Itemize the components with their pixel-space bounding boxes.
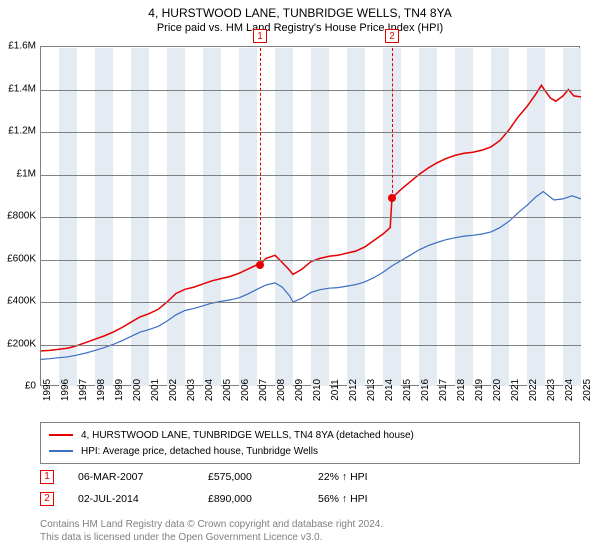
sales-row-date: 02-JUL-2014 <box>78 493 208 505</box>
x-axis-label: 2001 <box>148 379 161 401</box>
x-axis-label: 2023 <box>544 379 557 401</box>
x-axis-label: 2006 <box>238 379 251 401</box>
legend-swatch <box>49 450 73 452</box>
footer-line-2: This data is licensed under the Open Gov… <box>40 531 383 544</box>
footer-line-1: Contains HM Land Registry data © Crown c… <box>40 518 383 531</box>
y-gridline <box>41 132 581 133</box>
sales-row-marker: 2 <box>40 492 54 506</box>
x-axis-label: 1997 <box>76 379 89 401</box>
x-axis-label: 2005 <box>220 379 233 401</box>
x-axis-label: 1996 <box>58 379 71 401</box>
y-gridline <box>41 90 581 91</box>
x-axis-label: 2010 <box>310 379 323 401</box>
y-axis-label: £0 <box>25 381 36 392</box>
sale-marker-box: 2 <box>385 29 399 43</box>
x-axis-label: 1999 <box>112 379 125 401</box>
y-gridline <box>41 217 581 218</box>
y-gridline <box>41 175 581 176</box>
x-axis-label: 2017 <box>436 379 449 401</box>
sale-marker-dot <box>388 194 396 202</box>
y-axis-label: £1.6M <box>8 41 36 52</box>
sale-marker-dot <box>256 261 264 269</box>
legend-row: 4, HURSTWOOD LANE, TUNBRIDGE WELLS, TN4 … <box>49 427 571 443</box>
x-axis-label: 2025 <box>580 379 593 401</box>
sales-row-price: £890,000 <box>208 493 318 505</box>
legend-row: HPI: Average price, detached house, Tunb… <box>49 443 571 459</box>
plot-area: 12 <box>40 46 580 386</box>
sale-marker-line <box>392 48 393 198</box>
legend-box: 4, HURSTWOOD LANE, TUNBRIDGE WELLS, TN4 … <box>40 422 580 464</box>
title-line-1: 4, HURSTWOOD LANE, TUNBRIDGE WELLS, TN4 … <box>0 6 600 20</box>
y-gridline <box>41 260 581 261</box>
chart-titles: 4, HURSTWOOD LANE, TUNBRIDGE WELLS, TN4 … <box>0 0 600 34</box>
legend-swatch <box>49 434 73 436</box>
x-axis-label: 2002 <box>166 379 179 401</box>
legend-label: HPI: Average price, detached house, Tunb… <box>81 446 318 457</box>
sales-row-pct: 22% ↑ HPI <box>318 471 438 483</box>
x-axis-label: 2014 <box>382 379 395 401</box>
y-axis-label: £1.2M <box>8 126 36 137</box>
sale-marker-line <box>260 48 261 265</box>
y-gridline <box>41 302 581 303</box>
y-axis-label: £800K <box>7 211 36 222</box>
y-axis-label: £200K <box>7 338 36 349</box>
y-axis-label: £1.4M <box>8 83 36 94</box>
y-axis-label: £1M <box>17 168 36 179</box>
x-axis-label: 2015 <box>400 379 413 401</box>
x-axis-label: 2016 <box>418 379 431 401</box>
sales-row-date: 06-MAR-2007 <box>78 471 208 483</box>
sales-row-pct: 56% ↑ HPI <box>318 493 438 505</box>
sale-marker-box: 1 <box>253 29 267 43</box>
x-axis-label: 2008 <box>274 379 287 401</box>
sales-table: 1 06-MAR-2007£575,00022% ↑ HPI 2 02-JUL-201… <box>40 466 438 510</box>
y-axis-label: £600K <box>7 253 36 264</box>
x-axis-label: 2007 <box>256 379 269 401</box>
x-axis-label: 2019 <box>472 379 485 401</box>
x-axis-label: 2024 <box>562 379 575 401</box>
x-axis-label: 2020 <box>490 379 503 401</box>
sales-table-row: 1 06-MAR-2007£575,00022% ↑ HPI <box>40 466 438 488</box>
chart-container: 12 £0£200K£400K£600K£800K£1M£1.2M£1.4M£1… <box>40 46 580 386</box>
sales-table-row: 2 02-JUL-2014£890,00056% ↑ HPI <box>40 488 438 510</box>
x-axis-label: 1995 <box>40 379 53 401</box>
sales-row-marker: 1 <box>40 470 54 484</box>
x-axis-label: 2013 <box>364 379 377 401</box>
x-axis-label: 2018 <box>454 379 467 401</box>
x-axis-label: 2009 <box>292 379 305 401</box>
x-axis-label: 2021 <box>508 379 521 401</box>
x-axis-label: 2000 <box>130 379 143 401</box>
x-axis-label: 2012 <box>346 379 359 401</box>
y-gridline <box>41 345 581 346</box>
x-axis-label: 1998 <box>94 379 107 401</box>
x-axis-label: 2003 <box>184 379 197 401</box>
y-axis-label: £400K <box>7 296 36 307</box>
footer-attribution: Contains HM Land Registry data © Crown c… <box>40 518 383 544</box>
sales-row-price: £575,000 <box>208 471 318 483</box>
x-axis-label: 2004 <box>202 379 215 401</box>
x-axis-label: 2011 <box>328 379 341 401</box>
x-axis-label: 2022 <box>526 379 539 401</box>
title-line-2: Price paid vs. HM Land Registry's House … <box>0 22 600 34</box>
legend-label: 4, HURSTWOOD LANE, TUNBRIDGE WELLS, TN4 … <box>81 430 414 441</box>
series-property <box>41 85 581 351</box>
